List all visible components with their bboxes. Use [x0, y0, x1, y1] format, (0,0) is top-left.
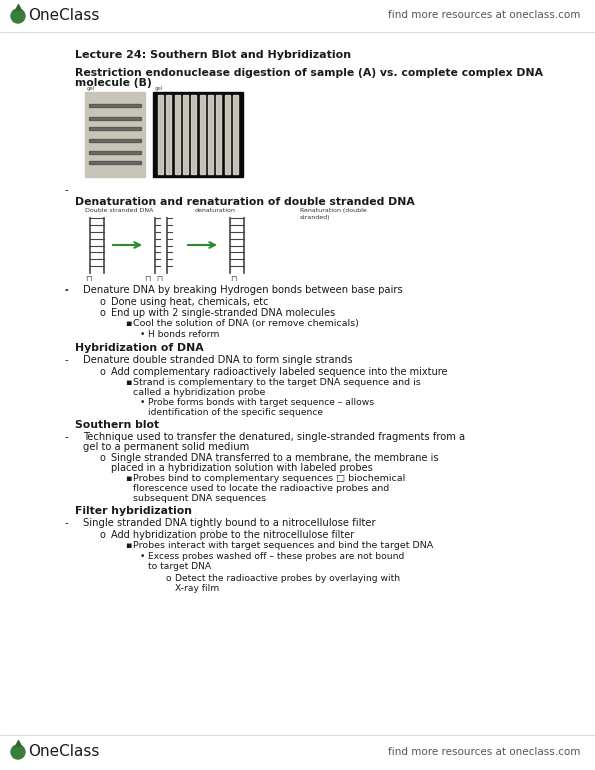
- Text: o: o: [100, 530, 106, 540]
- Text: gel: gel: [87, 86, 95, 91]
- Text: Probes bind to complementary sequences □ biochemical: Probes bind to complementary sequences □…: [133, 474, 405, 483]
- Text: H bonds reform: H bonds reform: [148, 330, 220, 339]
- Text: ▪: ▪: [125, 378, 131, 387]
- Text: ▪: ▪: [125, 541, 131, 550]
- Text: molecule (B): molecule (B): [75, 78, 152, 88]
- Text: Filter hybridization: Filter hybridization: [75, 506, 192, 516]
- Text: placed in a hybridization solution with labeled probes: placed in a hybridization solution with …: [111, 463, 372, 473]
- Text: ▪: ▪: [125, 319, 131, 328]
- Text: gel to a permanent solid medium: gel to a permanent solid medium: [83, 442, 249, 452]
- Text: Excess probes washed off – these probes are not bound: Excess probes washed off – these probes …: [148, 552, 405, 561]
- Text: ▪: ▪: [125, 474, 131, 483]
- Bar: [233, 95, 238, 174]
- Circle shape: [11, 9, 25, 23]
- Bar: [89, 104, 141, 107]
- Text: -: -: [65, 518, 68, 528]
- Text: ⊓: ⊓: [230, 274, 236, 283]
- Text: o: o: [100, 297, 106, 307]
- Text: find more resources at oneclass.com: find more resources at oneclass.com: [387, 10, 580, 20]
- Text: •: •: [140, 330, 145, 339]
- Text: Hybridization of DNA: Hybridization of DNA: [75, 343, 203, 353]
- Bar: [89, 151, 141, 154]
- Text: Strand is complementary to the target DNA sequence and is: Strand is complementary to the target DN…: [133, 378, 421, 387]
- Bar: [208, 95, 213, 174]
- Bar: [183, 95, 188, 174]
- Text: •: •: [140, 552, 145, 561]
- Bar: [89, 127, 141, 130]
- Bar: [200, 95, 205, 174]
- Text: ⊓  ⊓: ⊓ ⊓: [145, 274, 163, 283]
- Text: o: o: [100, 453, 106, 463]
- Text: ⊓: ⊓: [85, 274, 92, 283]
- Text: Done using heat, chemicals, etc: Done using heat, chemicals, etc: [111, 297, 268, 307]
- Text: subsequent DNA sequences: subsequent DNA sequences: [133, 494, 266, 503]
- Text: End up with 2 single-stranded DNA molecules: End up with 2 single-stranded DNA molecu…: [111, 308, 335, 318]
- Bar: [0, 735, 595, 770]
- Bar: [167, 95, 171, 174]
- Text: X-ray film: X-ray film: [175, 584, 219, 593]
- Text: Lecture 24: Southern Blot and Hybridization: Lecture 24: Southern Blot and Hybridizat…: [75, 50, 351, 60]
- Bar: [192, 95, 196, 174]
- Text: o: o: [165, 574, 171, 583]
- Text: Southern blot: Southern blot: [75, 420, 159, 430]
- Text: OneClass: OneClass: [28, 8, 99, 23]
- Text: -: -: [65, 432, 68, 442]
- Text: to target DNA: to target DNA: [148, 562, 211, 571]
- Bar: [89, 161, 141, 164]
- Text: Detect the radioactive probes by overlaying with: Detect the radioactive probes by overlay…: [175, 574, 400, 583]
- Text: denaturation: denaturation: [195, 208, 236, 213]
- Text: identification of the specific sequence: identification of the specific sequence: [148, 408, 323, 417]
- Text: Probes interact with target sequences and bind the target DNA: Probes interact with target sequences an…: [133, 541, 433, 550]
- Text: Probe forms bonds with target sequence – allows: Probe forms bonds with target sequence –…: [148, 398, 374, 407]
- Text: Restriction endonuclease digestion of sample (A) vs. complete complex DNA: Restriction endonuclease digestion of sa…: [75, 68, 543, 78]
- Text: Denature DNA by breaking Hydrogen bonds between base pairs: Denature DNA by breaking Hydrogen bonds …: [83, 285, 403, 295]
- Text: Denaturation and renaturation of double stranded DNA: Denaturation and renaturation of double …: [75, 197, 415, 207]
- Text: Add hybridization probe to the nitrocellulose filter: Add hybridization probe to the nitrocell…: [111, 530, 354, 540]
- Bar: [89, 117, 141, 120]
- Bar: [85, 92, 145, 177]
- Text: Single stranded DNA transferred to a membrane, the membrane is: Single stranded DNA transferred to a mem…: [111, 453, 439, 463]
- Bar: [89, 139, 141, 142]
- Text: OneClass: OneClass: [28, 745, 99, 759]
- Text: Double stranded DNA: Double stranded DNA: [85, 208, 154, 213]
- Text: Single stranded DNA tightly bound to a nitrocellulose filter: Single stranded DNA tightly bound to a n…: [83, 518, 375, 528]
- Text: o: o: [100, 367, 106, 377]
- Text: called a hybridization probe: called a hybridization probe: [133, 388, 265, 397]
- Bar: [225, 95, 230, 174]
- Circle shape: [11, 745, 25, 759]
- Text: stranded): stranded): [300, 215, 330, 220]
- Text: o: o: [100, 308, 106, 318]
- Bar: [217, 95, 221, 174]
- Text: gel: gel: [155, 86, 164, 91]
- Text: florescence used to locate the radioactive probes and: florescence used to locate the radioacti…: [133, 484, 389, 493]
- Text: Renaturation (double: Renaturation (double: [300, 208, 367, 213]
- Text: Cool the solution of DNA (or remove chemicals): Cool the solution of DNA (or remove chem…: [133, 319, 359, 328]
- Text: find more resources at oneclass.com: find more resources at oneclass.com: [387, 747, 580, 757]
- Text: •: •: [140, 398, 145, 407]
- Text: Add complementary radioactively labeled sequence into the mixture: Add complementary radioactively labeled …: [111, 367, 447, 377]
- Bar: [175, 95, 180, 174]
- Bar: [158, 95, 163, 174]
- Text: -: -: [65, 284, 68, 294]
- Text: Technique used to transfer the denatured, single-stranded fragments from a: Technique used to transfer the denatured…: [83, 432, 465, 442]
- Text: -: -: [65, 285, 68, 295]
- Bar: [0, 0, 595, 32]
- Text: -: -: [65, 355, 68, 365]
- Text: Denature double stranded DNA to form single strands: Denature double stranded DNA to form sin…: [83, 355, 353, 365]
- Bar: [153, 92, 243, 177]
- Text: -: -: [65, 185, 68, 195]
